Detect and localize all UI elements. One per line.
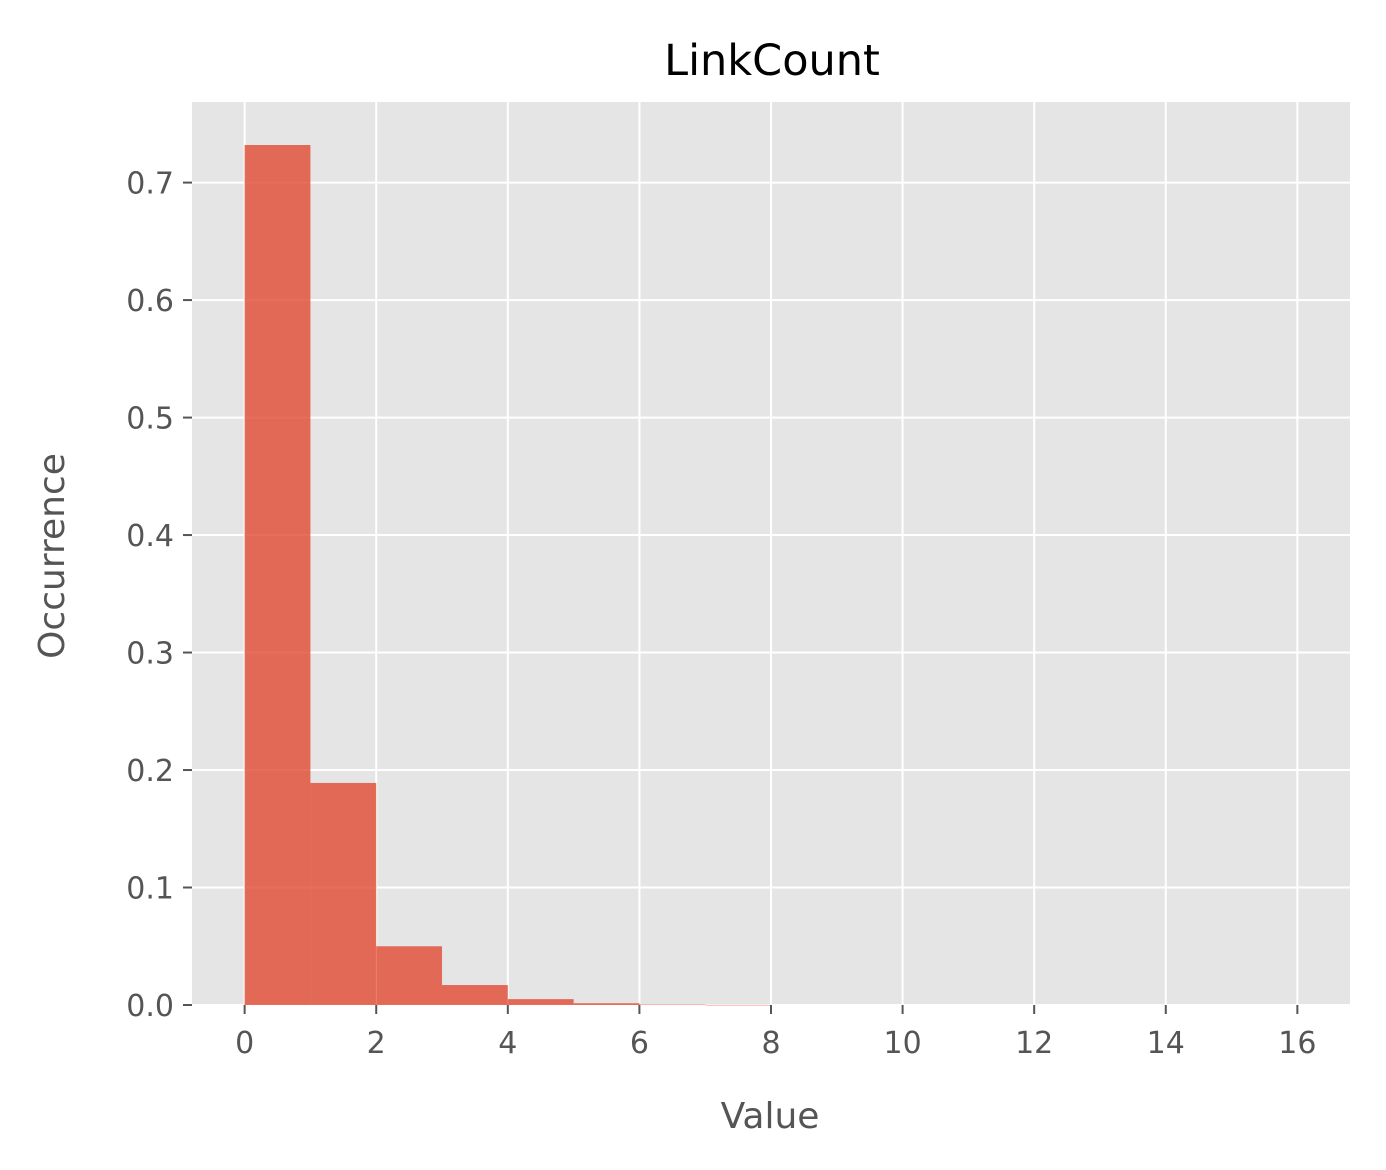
histogram-bar <box>705 1004 771 1006</box>
y-tick-label: 0.4 <box>126 519 174 554</box>
y-tick-label: 0.1 <box>126 872 174 907</box>
y-tick-label: 0.7 <box>126 167 174 202</box>
y-tick-label: 0.3 <box>126 637 174 672</box>
histogram-bar <box>310 782 377 1005</box>
x-axis-label: Value <box>721 1096 820 1137</box>
y-axis-ticks: 0.0 0.1 0.2 0.3 0.4 0.5 0.6 0.7 <box>126 167 192 1024</box>
y-axis-label: Occurrence <box>32 453 73 659</box>
x-tick-label: 16 <box>1278 1026 1316 1061</box>
x-tick-label: 4 <box>498 1026 517 1061</box>
histogram-bar <box>573 1003 640 1005</box>
x-tick-label: 0 <box>235 1026 254 1061</box>
histogram-bar <box>442 985 508 1005</box>
y-tick-label: 0.5 <box>126 402 174 437</box>
x-tick-label: 2 <box>367 1026 386 1061</box>
histogram-bars <box>244 145 771 1006</box>
x-tick-label: 12 <box>1015 1026 1053 1061</box>
histogram-bar <box>244 145 311 1005</box>
chart-title: LinkCount <box>664 36 880 86</box>
y-tick-label: 0.6 <box>126 284 174 319</box>
histogram-bar <box>376 946 443 1005</box>
x-tick-label: 14 <box>1147 1026 1185 1061</box>
x-tick-label: 10 <box>883 1026 921 1061</box>
y-tick-label: 0.2 <box>126 754 174 789</box>
histogram-bar <box>639 1004 706 1006</box>
x-axis-ticks: 0 2 4 6 8 10 12 14 16 <box>235 1005 1316 1061</box>
x-tick-label: 6 <box>630 1026 649 1061</box>
y-tick-label: 0.0 <box>126 989 174 1024</box>
histogram-bar <box>507 999 574 1005</box>
x-tick-label: 8 <box>761 1026 780 1061</box>
